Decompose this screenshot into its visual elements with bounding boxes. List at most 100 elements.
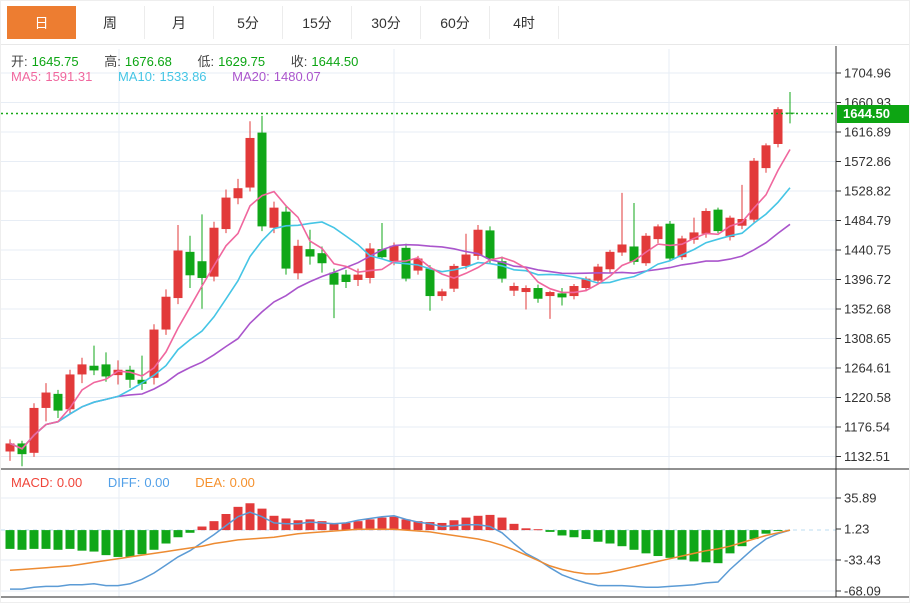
candle-body bbox=[461, 254, 471, 266]
macd-hist-bar bbox=[401, 519, 411, 531]
macd-hist-bar bbox=[677, 530, 687, 560]
macd-hist-bar bbox=[17, 530, 27, 550]
ma20-value: 1480.07 bbox=[273, 69, 321, 84]
macd-hist-bar bbox=[617, 530, 627, 547]
open-value: 1645.75 bbox=[31, 54, 79, 69]
dea-line bbox=[9, 528, 791, 575]
chart-area[interactable]: 1704.96 1660.93 1616.89 1572.86 1528.82 1484.… bbox=[1, 45, 910, 603]
axis-tick-label: 1440.75 bbox=[844, 243, 891, 258]
tab-period-7[interactable]: 4时 bbox=[490, 6, 559, 39]
macd-hist-bar bbox=[353, 521, 363, 531]
macd-hist-bar bbox=[737, 530, 747, 547]
macd-hist-bar bbox=[593, 530, 603, 542]
candle-body bbox=[389, 245, 399, 262]
macd-hist-bar bbox=[173, 530, 183, 538]
candle-body bbox=[245, 137, 255, 188]
quote-row: 开: 1645.75 高: 1676.68 低: 1629.75 收: 1644.50 bbox=[11, 51, 362, 70]
candle-body bbox=[701, 210, 711, 234]
macd-hist-bar bbox=[77, 530, 87, 551]
macd-hist-bar bbox=[389, 516, 399, 531]
axis-tick-label: 1484.79 bbox=[844, 213, 891, 228]
tab-period-0[interactable]: 日 bbox=[7, 6, 76, 39]
macd-hist-bar bbox=[245, 503, 255, 531]
candle-body bbox=[29, 407, 39, 453]
macd-hist-bar bbox=[545, 530, 555, 532]
candle-body bbox=[665, 223, 675, 259]
candle-body bbox=[209, 227, 219, 277]
candle-body bbox=[173, 250, 183, 299]
macd-hist-bar bbox=[641, 530, 651, 554]
axis-tick-label: -68.09 bbox=[844, 583, 881, 598]
tab-period-3[interactable]: 5分 bbox=[214, 6, 283, 39]
current-price-marker: 1644.50 bbox=[837, 105, 909, 123]
axis-tick-label: 1264.61 bbox=[844, 361, 891, 376]
macd-hist-bar bbox=[89, 530, 99, 552]
macd-hist-bar bbox=[701, 530, 711, 563]
candle-body bbox=[101, 364, 111, 377]
macd-hist-bar bbox=[425, 522, 435, 531]
candle-body bbox=[89, 365, 99, 371]
macd-hist-bar bbox=[713, 530, 723, 564]
macd-hist-bar bbox=[365, 519, 375, 531]
macd-hist-bar bbox=[185, 530, 195, 533]
candle-body bbox=[269, 207, 279, 228]
macd-hist-bar bbox=[521, 528, 531, 531]
low-value: 1629.75 bbox=[218, 54, 266, 69]
candle-body bbox=[581, 278, 591, 289]
ma10-value: 1533.86 bbox=[159, 69, 207, 84]
tab-period-6[interactable]: 60分 bbox=[421, 6, 490, 39]
candle-body bbox=[713, 209, 723, 232]
axis-tick-label: 1308.65 bbox=[844, 331, 891, 346]
axis-tick-label: 1220.58 bbox=[844, 390, 891, 405]
candle-body bbox=[65, 374, 75, 410]
macd-hist-bar bbox=[233, 506, 243, 531]
candle-body bbox=[689, 232, 699, 240]
candle-body bbox=[125, 369, 135, 380]
macd-value: 0.00 bbox=[56, 475, 83, 490]
macd-hist-bar bbox=[65, 530, 75, 549]
macd-hist-bar bbox=[533, 529, 543, 531]
tab-period-5[interactable]: 30分 bbox=[352, 6, 421, 39]
kline-chart-svg[interactable]: 1704.961660.931616.891572.861528.821484.… bbox=[1, 45, 910, 603]
candle-body bbox=[137, 379, 147, 384]
macd-hist-bar bbox=[257, 508, 267, 531]
macd-hist-bar bbox=[197, 526, 207, 531]
ma-legend-row: MA5: 1591.31 MA10: 1533.86 MA20: 1480.07 bbox=[11, 69, 325, 84]
macd-hist-bar bbox=[113, 530, 123, 557]
period-tabbar: 日周月 5分 15分 30分 60分 4时 bbox=[1, 1, 909, 45]
axis-tick-label: 1396.72 bbox=[844, 272, 891, 287]
ma5-value: 1591.31 bbox=[45, 69, 93, 84]
tab-period-4[interactable]: 15分 bbox=[283, 6, 352, 39]
macd-hist-bar bbox=[665, 530, 675, 558]
high-value: 1676.68 bbox=[124, 54, 172, 69]
macd-hist-bar bbox=[413, 521, 423, 531]
candle-body bbox=[653, 226, 663, 240]
macd-hist-bar bbox=[653, 530, 663, 557]
tab-period-1[interactable]: 周 bbox=[76, 6, 145, 39]
macd-hist-bar bbox=[41, 530, 51, 549]
candle-body bbox=[233, 188, 243, 199]
candle-body bbox=[485, 230, 495, 259]
candle-body bbox=[281, 211, 291, 269]
macd-hist-bar bbox=[29, 530, 39, 549]
tab-period-2[interactable]: 月 bbox=[145, 6, 214, 39]
candle-body bbox=[53, 393, 63, 411]
candle-body bbox=[629, 246, 639, 262]
candle-body bbox=[545, 292, 555, 297]
close-value: 1644.50 bbox=[311, 54, 359, 69]
candle-body bbox=[761, 145, 771, 169]
macd-hist-bar bbox=[161, 530, 171, 544]
macd-hist-bar bbox=[305, 519, 315, 531]
candle-body bbox=[317, 253, 327, 264]
close-label: 收: bbox=[290, 54, 308, 69]
high-label: 高: bbox=[104, 54, 121, 69]
macd-hist-bar bbox=[629, 530, 639, 550]
candle-body bbox=[533, 288, 543, 299]
axis-tick-label: 35.89 bbox=[844, 491, 877, 506]
axis-tick-label: 1132.51 bbox=[844, 449, 890, 464]
ma20-line bbox=[9, 223, 791, 450]
macd-hist-bar bbox=[209, 521, 219, 531]
candle-body bbox=[365, 248, 375, 278]
candle-body bbox=[377, 249, 387, 258]
